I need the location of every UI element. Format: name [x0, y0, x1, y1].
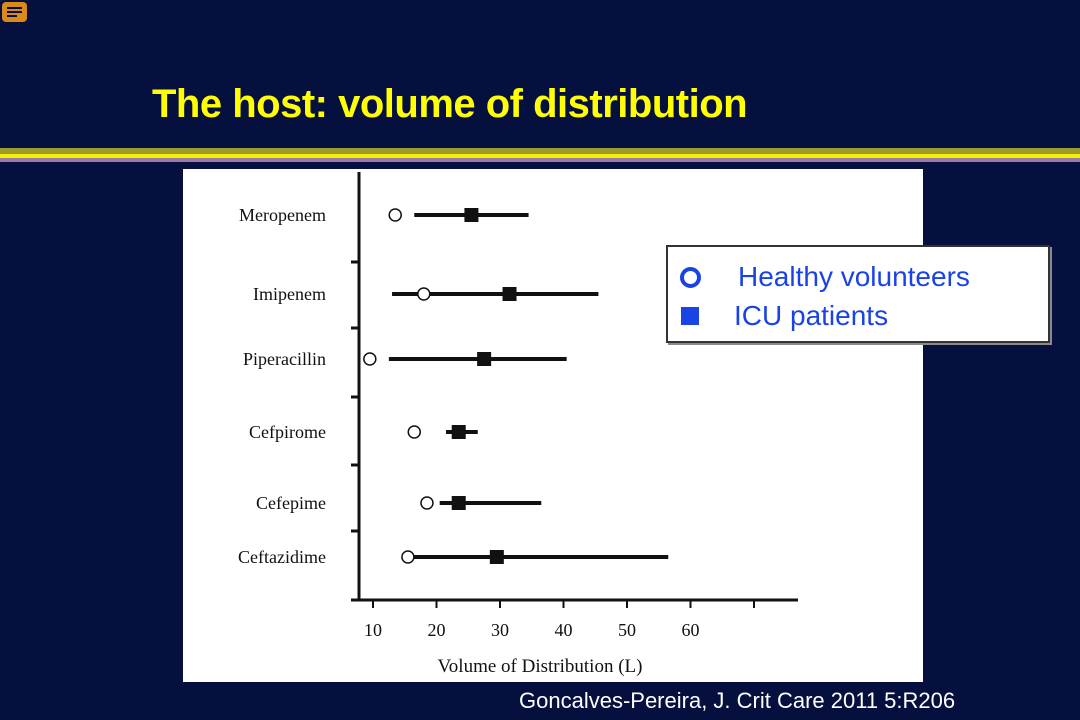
- x-tick-label: 10: [364, 620, 382, 640]
- drug-label: Piperacillin: [243, 349, 326, 369]
- divider-yellow: [0, 154, 1080, 158]
- healthy-volunteers-circle-point: [407, 425, 422, 439]
- healthy-volunteers-circle-point: [417, 287, 431, 301]
- x-axis-title: Volume of Distribution (L): [438, 656, 643, 677]
- legend: Healthy volunteers ICU patients: [666, 245, 1050, 343]
- divider-purple: [0, 158, 1080, 162]
- icu-patients-square-point: [451, 425, 466, 439]
- healthy-volunteers-circle-point: [388, 208, 402, 222]
- icu-patients-square-point: [464, 208, 479, 222]
- divider-olive: [0, 148, 1080, 154]
- x-tick-label: 60: [682, 620, 700, 640]
- citation: Goncalves-Pereira, J. Crit Care 2011 5:R…: [519, 688, 956, 713]
- icu-patients-square-point: [477, 352, 492, 366]
- forest-plot-chart: 10 20 30 40 50 60 Meropenem Imipenem Piperacill…: [238, 172, 798, 677]
- healthy-volunteers-circle-point: [420, 496, 434, 510]
- speaker-notes-icon[interactable]: [2, 2, 27, 22]
- x-tick-label: 40: [555, 620, 573, 640]
- icu-patients-square-point: [502, 287, 517, 301]
- chart-panel: 10 20 30 40 50 60 Meropenem Imipenem Piperacill…: [183, 169, 923, 682]
- icu-patients-square-point: [451, 496, 466, 510]
- drug-label: Imipenem: [253, 284, 326, 304]
- drug-label: Cefepime: [256, 493, 326, 513]
- open-circle-marker-icon: [680, 266, 701, 288]
- x-tick-label: 30: [491, 620, 509, 640]
- drug-label: Ceftazidime: [238, 547, 326, 567]
- legend-label: ICU patients: [734, 300, 889, 331]
- slide-title: The host: volume of distribution: [152, 82, 748, 126]
- icu-patients-square-point: [489, 550, 504, 564]
- healthy-volunteers-circle-point: [401, 550, 415, 564]
- x-tick-label: 20: [428, 620, 446, 640]
- healthy-volunteers-circle-point: [363, 352, 377, 366]
- x-tick-label: 50: [618, 620, 636, 640]
- legend-label: Healthy volunteers: [738, 261, 970, 292]
- filled-square-marker-icon: [681, 307, 699, 325]
- drug-label: Cefpirome: [249, 422, 326, 442]
- drug-label: Meropenem: [239, 205, 326, 225]
